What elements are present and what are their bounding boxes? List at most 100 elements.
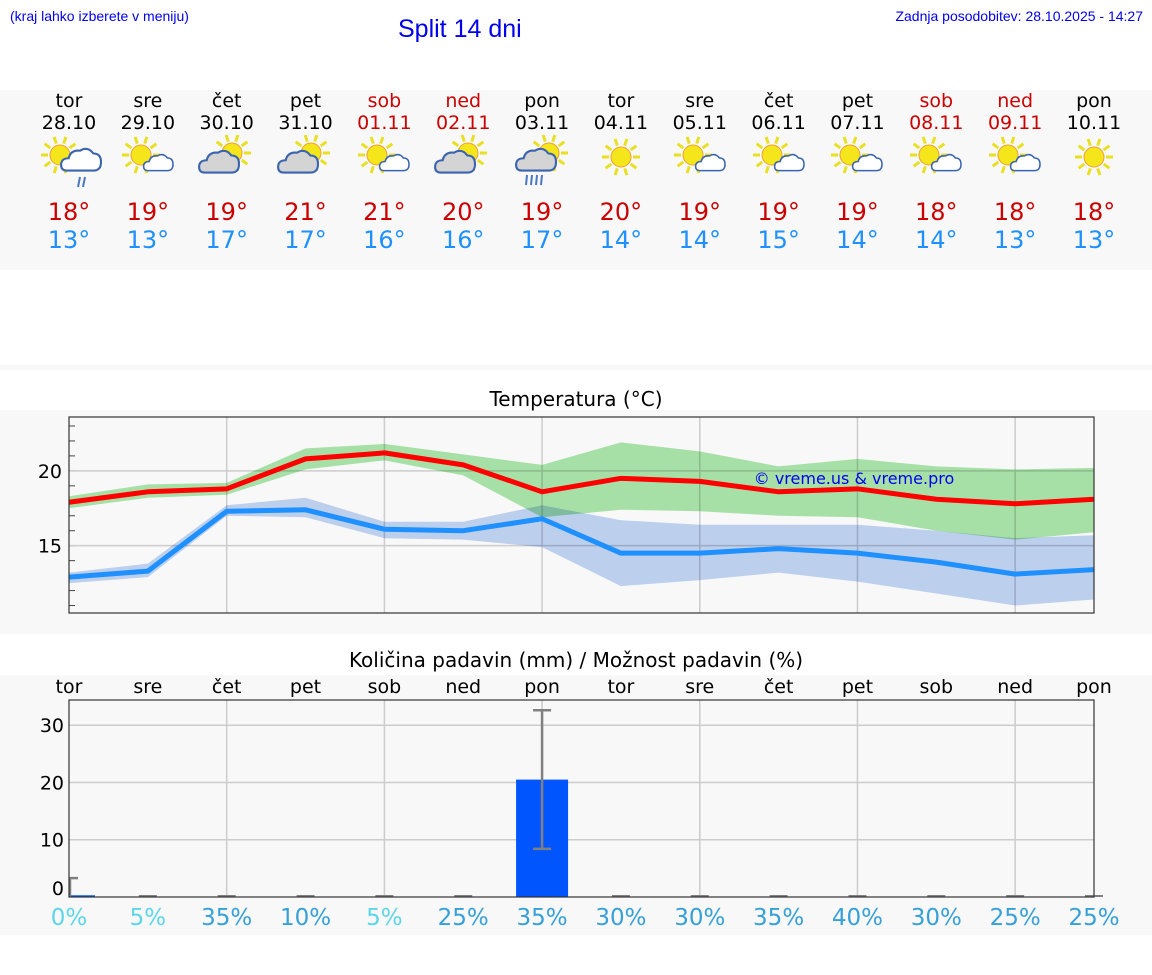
y-tick-label: 20 bbox=[38, 461, 62, 483]
sun-small-cloud-icon bbox=[740, 135, 818, 197]
divider bbox=[0, 365, 1152, 370]
precip-day-label: sob bbox=[919, 676, 954, 698]
max-temp: 18° bbox=[993, 198, 1037, 226]
last-updated: Zadnja posodobitev: 28.10.2025 - 14:27 bbox=[895, 8, 1143, 24]
precip-probability: 35% bbox=[753, 905, 805, 931]
day-date: 05.11 bbox=[672, 112, 727, 134]
min-temp: 15° bbox=[757, 226, 800, 254]
cloud-sun-icon bbox=[188, 134, 266, 197]
day-name: sre bbox=[685, 90, 715, 112]
min-temp: 13° bbox=[1072, 226, 1116, 254]
precip-day-label: pon bbox=[1076, 676, 1112, 698]
y-tick-label: 20 bbox=[40, 772, 64, 794]
sun-small-cloud-icon bbox=[109, 135, 187, 197]
max-temp: 19° bbox=[836, 198, 879, 226]
cloud-sun-icon bbox=[424, 134, 502, 197]
cloud-sun-rain-icon bbox=[503, 134, 581, 197]
day-date: 01.11 bbox=[357, 112, 412, 134]
precip-day-label: tor bbox=[607, 676, 635, 698]
day-name: ned bbox=[997, 90, 1034, 112]
day-date: 31.10 bbox=[278, 112, 333, 134]
y-tick-label: 30 bbox=[40, 715, 64, 737]
day-date: 30.10 bbox=[199, 112, 254, 134]
day-name: pet bbox=[289, 90, 322, 112]
min-temp: 14° bbox=[836, 226, 879, 254]
precip-probability: 5% bbox=[366, 905, 403, 931]
min-temp: 14° bbox=[678, 226, 722, 254]
sun-small-cloud-icon bbox=[661, 135, 739, 197]
precip-probability: 10% bbox=[279, 905, 332, 931]
temperature-plot-frame bbox=[68, 416, 1095, 614]
max-temp-line bbox=[68, 450, 1095, 507]
precip-probability: 30% bbox=[674, 905, 726, 931]
day-name: pon bbox=[1076, 90, 1112, 112]
min-temp: 16° bbox=[363, 226, 406, 254]
precip-probability: 25% bbox=[989, 905, 1041, 931]
location-hint: (kraj lahko izberete v meniju) bbox=[10, 8, 189, 24]
sun-small-cloud-icon bbox=[976, 135, 1054, 197]
precip-probability: 40% bbox=[831, 905, 884, 931]
precip-day-label: čet bbox=[763, 676, 794, 698]
page-title: Split 14 dni bbox=[398, 15, 522, 43]
day-name: čet bbox=[211, 90, 242, 112]
sun-icon bbox=[582, 135, 660, 197]
y-tick-label: 0 bbox=[52, 878, 64, 900]
precip-probability: 25% bbox=[1068, 905, 1120, 931]
max-temp: 19° bbox=[757, 198, 800, 226]
day-date: 09.11 bbox=[987, 112, 1043, 134]
max-temp: 19° bbox=[126, 198, 170, 226]
min-temp: 17° bbox=[205, 226, 248, 254]
precip-day-label: pon bbox=[524, 676, 560, 698]
day-name: čet bbox=[763, 90, 794, 112]
min-temp: 16° bbox=[441, 226, 485, 254]
min-temp: 14° bbox=[599, 226, 643, 254]
precipitation-chart-title: Količina padavin (mm) / Možnost padavin … bbox=[348, 648, 804, 672]
watermark: © vreme.us & vreme.pro bbox=[754, 469, 955, 488]
day-date: 07.11 bbox=[830, 112, 885, 134]
min-temp: 17° bbox=[520, 226, 564, 254]
day-name: tor bbox=[607, 90, 635, 112]
max-temp: 21° bbox=[284, 198, 327, 226]
max-temp: 20° bbox=[441, 198, 485, 226]
max-temp: 19° bbox=[520, 198, 564, 226]
max-temp: 18° bbox=[1072, 198, 1116, 226]
precip-day-label: čet bbox=[211, 676, 242, 698]
max-temp: 19° bbox=[678, 198, 722, 226]
max-temp-range-band bbox=[69, 442, 1094, 540]
precip-day-label: pet bbox=[841, 676, 874, 698]
min-temp: 13° bbox=[47, 226, 91, 254]
precip-probability: 25% bbox=[437, 905, 489, 931]
day-date: 28.10 bbox=[41, 112, 97, 134]
precip-day-label: ned bbox=[445, 676, 482, 698]
max-temp: 18° bbox=[915, 198, 958, 226]
sun-icon bbox=[1055, 135, 1133, 197]
day-name: sob bbox=[919, 90, 954, 112]
day-date: 29.10 bbox=[120, 112, 176, 134]
precipitation-plot-frame bbox=[68, 699, 1095, 898]
min-temp: 14° bbox=[915, 226, 958, 254]
min-temp: 13° bbox=[993, 226, 1037, 254]
precipitation-bar bbox=[69, 895, 95, 897]
sun-cloud-light-rain-icon bbox=[30, 135, 108, 197]
max-temp: 21° bbox=[363, 198, 406, 226]
max-temp: 20° bbox=[599, 198, 643, 226]
day-name: pet bbox=[841, 90, 874, 112]
sun-small-cloud-icon bbox=[818, 135, 896, 197]
precip-day-label: ned bbox=[997, 676, 1034, 698]
day-date: 02.11 bbox=[436, 112, 491, 134]
precip-day-label: sre bbox=[685, 676, 715, 698]
day-date: 08.11 bbox=[909, 112, 964, 134]
day-name: sob bbox=[367, 90, 402, 112]
sun-small-cloud-icon bbox=[897, 135, 975, 197]
precip-probability: 35% bbox=[201, 905, 253, 931]
precip-probability: 35% bbox=[516, 905, 568, 931]
min-temp-range-band bbox=[69, 497, 1094, 606]
precip-day-label: tor bbox=[55, 676, 83, 698]
day-name: tor bbox=[55, 90, 83, 112]
precip-probability: 30% bbox=[595, 905, 647, 931]
day-name: pon bbox=[524, 90, 560, 112]
day-name: sre bbox=[133, 90, 163, 112]
precip-probability: 0% bbox=[50, 905, 88, 931]
min-temp: 17° bbox=[284, 226, 327, 254]
